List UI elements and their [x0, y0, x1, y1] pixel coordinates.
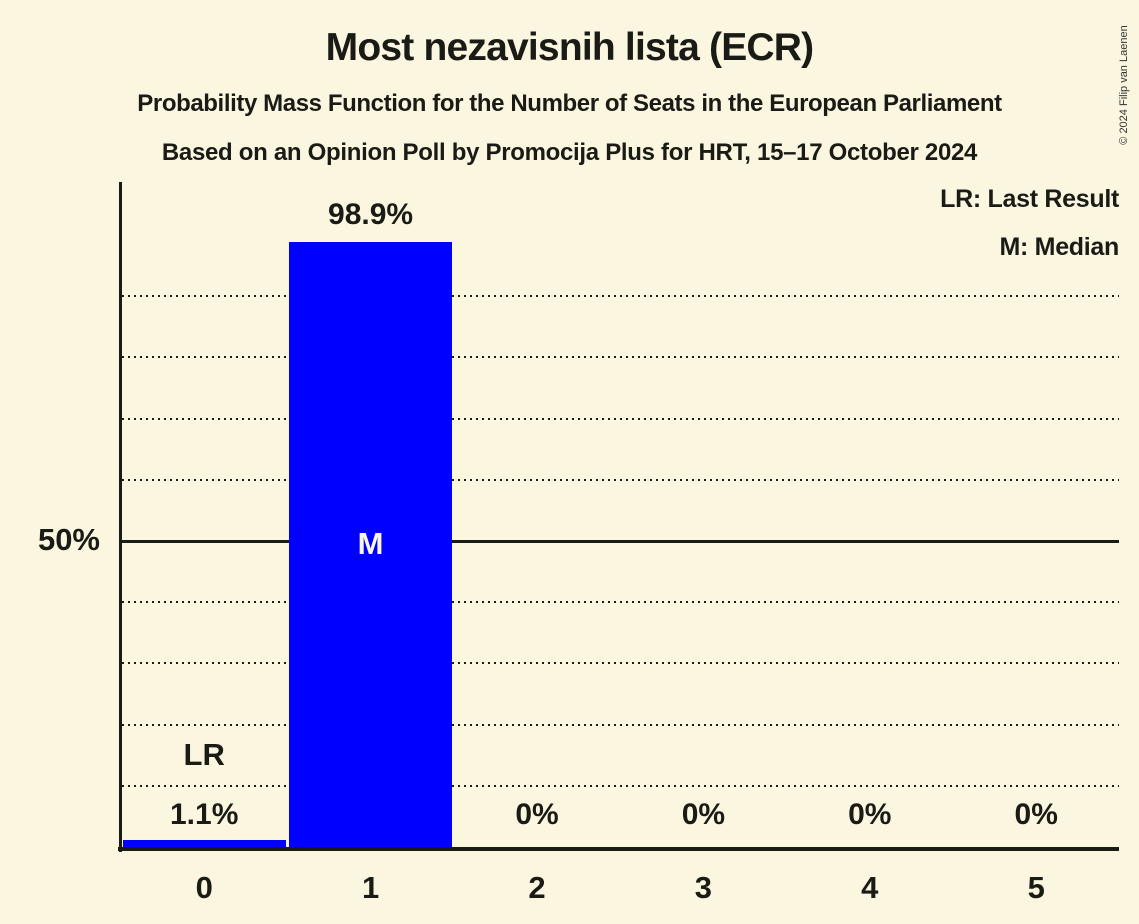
y-axis-line	[119, 182, 122, 852]
bar-value-label-1: 98.9%	[328, 198, 414, 231]
bar-value-label-2: 0%	[515, 798, 559, 831]
x-axis-line	[118, 847, 1119, 851]
bar-value-label-5: 0%	[1014, 798, 1058, 831]
x-axis-tick-label-0: 0	[195, 870, 213, 905]
gridline-90pct	[122, 295, 1119, 297]
gridline-30pct	[122, 662, 1119, 664]
chart-title: Most nezavisnih lista (ECR)	[325, 26, 814, 69]
gridline-70pct	[122, 418, 1119, 420]
bar-seats-0	[122, 840, 286, 847]
bar-value-label-0: 1.1%	[170, 798, 239, 831]
x-axis-tick-label-2: 2	[528, 870, 546, 905]
legend-median: M: Median	[999, 233, 1119, 261]
chart-subtitle: Probability Mass Function for the Number…	[137, 90, 1002, 117]
gridline-60pct	[122, 479, 1119, 481]
x-axis-tick-label-5: 5	[1027, 870, 1045, 905]
bar-seats-1	[288, 241, 453, 847]
x-axis-tick-label-3: 3	[694, 870, 712, 905]
gridline-10pct	[122, 785, 1119, 787]
gridline-20pct	[122, 724, 1119, 726]
y-axis-tick-label: 50%	[37, 522, 100, 557]
annotation-lr: LR	[183, 737, 225, 772]
bar-value-label-3: 0%	[681, 798, 726, 831]
x-axis-tick-label-1: 1	[361, 870, 380, 905]
x-axis-tick-label-4: 4	[861, 870, 879, 905]
gridline-80pct	[122, 356, 1119, 358]
legend-last-result: LR: Last Result	[940, 185, 1119, 213]
annotation-m: M	[357, 526, 384, 561]
gridline-50pct-solid	[122, 540, 1119, 543]
bar-value-label-4: 0%	[848, 798, 892, 831]
chart-source-line: Based on an Opinion Poll by Promocija Pl…	[161, 139, 978, 166]
copyright-notice: © 2024 Filip van Laenen	[1118, 25, 1130, 145]
gridline-40pct	[122, 601, 1119, 603]
